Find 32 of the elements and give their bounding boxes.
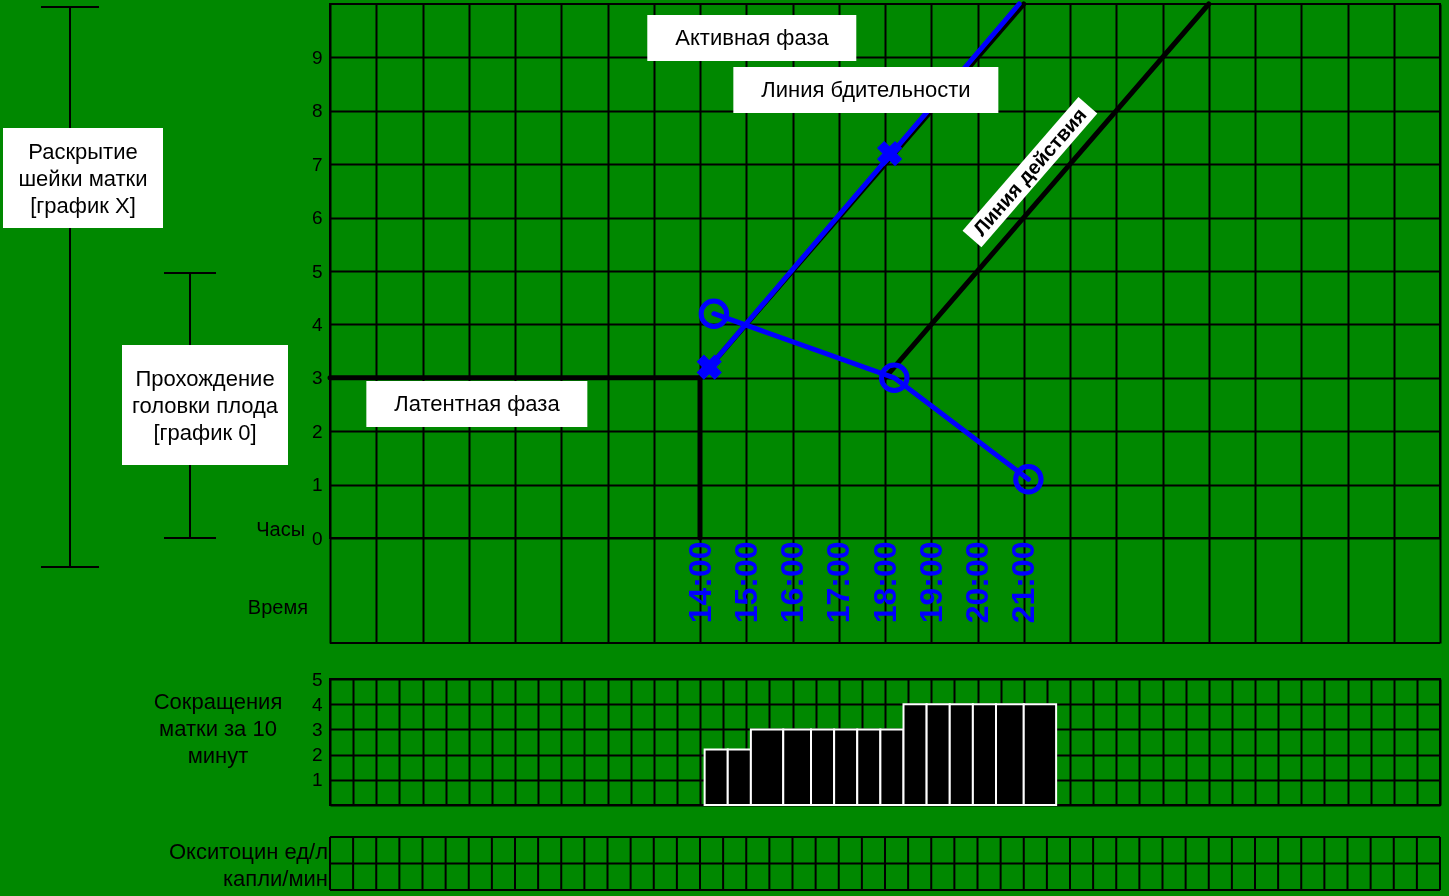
y-tick-label: 5 <box>311 260 323 282</box>
text: Прохождение головки плода [график 0] <box>122 345 288 465</box>
y-tick-label: 4 <box>311 693 323 715</box>
x-tick-label: 17:00 <box>820 541 857 624</box>
x-tick-label: 20:00 <box>959 541 995 624</box>
x-axis-title: Время <box>246 595 308 620</box>
y-tick-label: 7 <box>311 153 323 175</box>
y-tick-label: 3 <box>311 367 323 389</box>
y-tick-label: 8 <box>311 100 323 122</box>
y-tick-label: 1 <box>311 474 323 496</box>
y-tick-label: 5 <box>311 668 323 690</box>
y-axis-title: Сокращения матки за 10 минут <box>152 688 284 769</box>
y-tick-label: 3 <box>311 718 323 740</box>
annotation: Латентная фаза <box>366 381 588 427</box>
annotation: Линия бдительности <box>761 77 971 102</box>
x-tick-label: 19:00 <box>912 541 949 624</box>
y-tick-label: 9 <box>311 46 323 68</box>
x-tick-label: 21:00 <box>1005 541 1042 624</box>
text: Окситоцин ед/л капли/мин <box>167 838 328 892</box>
x-tick-label: 16:00 <box>774 541 810 624</box>
y-tick-label: 2 <box>311 744 323 766</box>
x-tick-label: 18:00 <box>866 541 903 624</box>
text: Часы <box>255 517 305 542</box>
y-tick-label: 6 <box>311 207 323 229</box>
y-tick-label: 4 <box>311 313 323 335</box>
y-tick-label: 0 <box>311 527 323 549</box>
annotation: Активная фаза <box>647 15 857 61</box>
x-tick-label: 14:00 <box>681 541 718 624</box>
y-tick-label: 1 <box>311 769 323 791</box>
x-tick-label: 15:00 <box>727 541 764 624</box>
y-tick-label: 2 <box>311 420 323 442</box>
y-axis-title: Раскрытие шейки матки [график X] <box>3 128 163 228</box>
